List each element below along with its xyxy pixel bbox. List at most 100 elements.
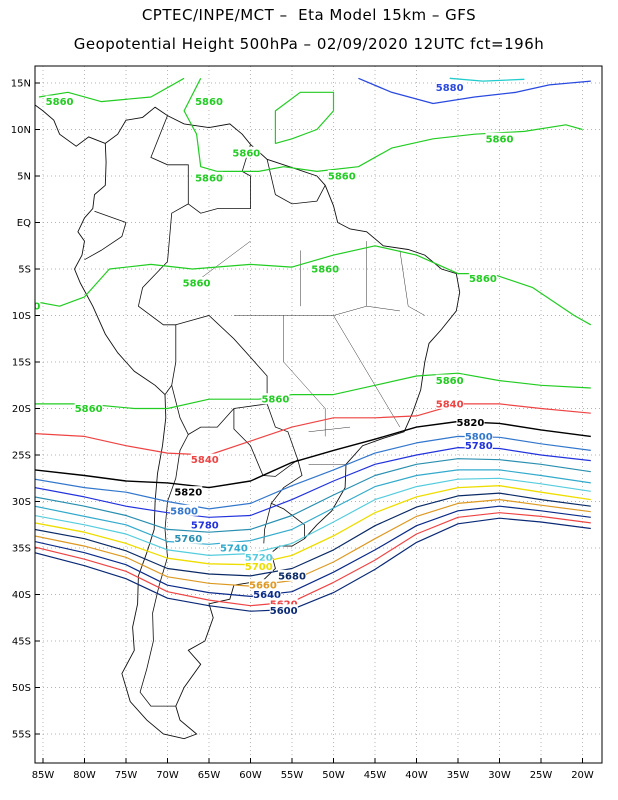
contour-label-bg [190, 518, 219, 530]
contour-label-bg [261, 393, 290, 405]
contour-line [35, 485, 591, 566]
state-border [399, 250, 425, 316]
contour-line [35, 245, 592, 326]
contour-line [35, 403, 591, 456]
contour-label: 5860 [469, 274, 497, 285]
contour-label: 5860 [195, 173, 223, 184]
lon-label: 75W [115, 770, 138, 781]
contour-label-bg [174, 532, 203, 544]
lat-label: 25S [12, 451, 31, 462]
lat-label: 55S [12, 730, 31, 741]
lon-label: 70W [156, 770, 179, 781]
lat-label: 35S [12, 544, 31, 555]
country-border [270, 459, 305, 539]
contour-line [35, 499, 591, 587]
contour-label: 5640 [253, 590, 281, 601]
contour-label-bg [244, 551, 273, 563]
contour-label-bg [170, 504, 199, 516]
contour-label-bg [174, 486, 203, 498]
contour-label-bg [464, 439, 493, 451]
contour-label: 5820 [457, 418, 485, 429]
contour-label-bg [456, 416, 485, 428]
lon-label: 30W [488, 770, 511, 781]
contour-label: 5760 [174, 534, 202, 545]
lat-label: 50S [12, 683, 31, 694]
lat-label: EQ [17, 218, 31, 229]
contour-label: 5860 [183, 278, 211, 289]
central-america-coastline [35, 104, 106, 147]
contour-line [35, 517, 591, 612]
state-border [308, 426, 351, 433]
contour-line [35, 372, 591, 410]
contour-label-bg [435, 81, 464, 93]
lat-label: 30S [12, 497, 31, 508]
country-border [233, 403, 299, 477]
contour-label-bg [464, 430, 493, 442]
contour-label: 5600 [270, 606, 298, 617]
contour-label: 5720 [245, 553, 273, 564]
contour-label-bg [435, 397, 464, 409]
latitude-labels: 15N 10N 5N EQ 5S 10S 15S 20S 25S 30S 35S 40S 45S 50S 5… [11, 79, 31, 741]
country-border [266, 159, 326, 205]
contour-line [35, 492, 591, 577]
country-border [139, 434, 189, 707]
contour-line [358, 77, 591, 105]
lon-label: 60W [239, 770, 262, 781]
contour-line [38, 77, 185, 103]
lat-label: 40S [12, 590, 31, 601]
contour-label: 5860 [436, 376, 464, 387]
lon-label: 40W [405, 770, 428, 781]
state-border [283, 315, 326, 437]
contour-label-bg [269, 597, 298, 609]
contour-label: 5780 [191, 520, 219, 531]
contour-line [35, 512, 591, 607]
country-border [263, 503, 272, 544]
contour-label-bg [232, 146, 261, 158]
contour-line [35, 469, 591, 545]
contour-line [274, 91, 335, 144]
contour-label: 5880 [436, 83, 464, 94]
height-contours [35, 77, 592, 612]
contour-label: 5860 [261, 395, 289, 406]
contour-line [35, 420, 591, 489]
lon-label: 35W [447, 770, 470, 781]
contour-label-bg [435, 374, 464, 386]
contour-label: 5820 [174, 488, 202, 499]
country-border [171, 315, 268, 436]
contour-label-bg [195, 95, 223, 107]
lon-label: 85W [32, 770, 55, 781]
contour-label-bg [485, 132, 514, 144]
contour-label: 5740 [220, 544, 248, 555]
map-frame [34, 65, 603, 764]
lat-label: 5S [18, 265, 31, 276]
lat-label: 15S [12, 358, 31, 369]
contour-label: 5860 [46, 97, 74, 108]
lon-label: 45W [364, 770, 387, 781]
contour-line [449, 77, 525, 82]
contour-label-bg [35, 300, 41, 312]
contour-label: 5860 [311, 265, 339, 276]
lat-label: 10S [12, 311, 31, 322]
lat-label: 10N [11, 125, 31, 136]
contour-line [35, 505, 591, 597]
country-border [137, 261, 177, 395]
contour-label-bg [253, 588, 282, 600]
contour-label: 5840 [436, 399, 464, 410]
lat-label: 5N [17, 172, 31, 183]
contour-label: 5860 [328, 172, 356, 183]
lon-label: 50W [322, 770, 345, 781]
longitude-labels: 85W 80W 75W 70W 65W 60W 55W 50W 45W 40W 35W 30W 25W 2… [32, 770, 594, 781]
contour-label: 5860 [486, 134, 514, 145]
country-border [150, 115, 189, 262]
contour-label-bg [244, 560, 273, 572]
contour-line [35, 458, 591, 533]
title-line-2: Geopotential Height 500hPa – 02/09/2020 … [73, 35, 545, 53]
contour-label: 5860 [195, 97, 223, 108]
contour-label-bg [269, 604, 298, 616]
title-line-1: CPTEC/INPE/MCT – Eta Model 15km – GFS [141, 6, 477, 24]
contour-label-bg [468, 272, 497, 284]
contour-line [35, 477, 591, 556]
contour-label: 5800 [170, 506, 198, 517]
contour-label: 5700 [245, 562, 273, 573]
